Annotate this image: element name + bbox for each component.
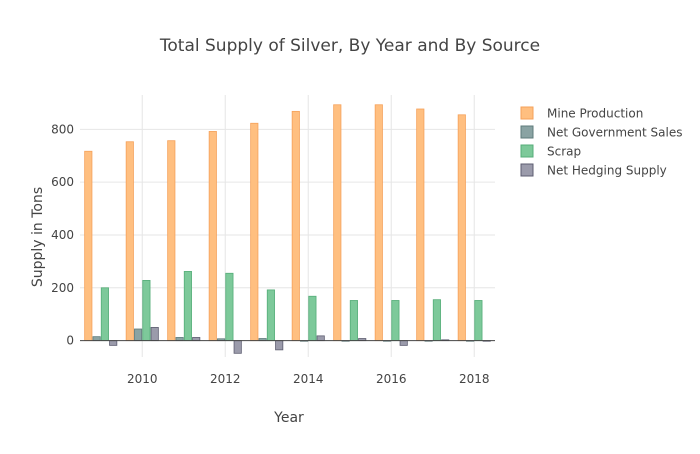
legend: Mine Production Net Government Sales Scrap… [520,106,682,178]
bar-net-hedging-supply[interactable] [275,340,284,351]
bar-scrap[interactable] [266,289,275,342]
bars [84,104,491,354]
legend-swatch[interactable] [520,163,534,177]
legend-label[interactable]: Net Hedging Supply [547,164,667,178]
bar-scrap[interactable] [391,300,400,342]
bar-mine-production[interactable] [333,104,342,342]
bar-scrap[interactable] [142,280,151,342]
bar-mine-production[interactable] [167,140,176,342]
bar-mine-production[interactable] [374,104,383,342]
y-tick-label: 200 [51,281,74,295]
y-tick-label: 800 [51,122,74,136]
bar-scrap[interactable] [183,271,192,342]
bar-net-hedging-supply[interactable] [399,340,408,346]
legend-label[interactable]: Scrap [547,145,581,159]
bar-mine-production[interactable] [125,141,134,342]
bar-mine-production[interactable] [84,150,93,342]
y-tick-label: 400 [51,228,74,242]
x-tick-label: 2012 [210,372,241,386]
bar-net-government-sales[interactable] [92,336,101,342]
x-tick-label: 2016 [376,372,407,386]
x-tick-label: 2018 [459,372,490,386]
bar-net-hedging-supply[interactable] [109,340,118,346]
bar-scrap[interactable] [100,287,109,342]
bar-net-hedging-supply[interactable] [150,327,159,342]
x-axis-title: Year [273,410,304,426]
chart-title: Total Supply of Silver, By Year and By S… [159,36,540,56]
bar-mine-production[interactable] [416,108,425,342]
bar-scrap[interactable] [349,300,358,342]
bar-net-government-sales[interactable] [134,328,143,342]
axes: 0 200 400 600 800 2010 2012 2014 2016 2018 [51,122,495,386]
bar-net-hedging-supply[interactable] [233,340,242,354]
x-tick-label: 2014 [293,372,324,386]
x-tick-label: 2010 [127,372,158,386]
bar-net-hedging-supply[interactable] [316,335,325,342]
y-tick-label: 0 [66,334,74,348]
y-tick-label: 600 [51,175,74,189]
bar-mine-production[interactable] [250,122,259,342]
bar-mine-production[interactable] [457,114,466,342]
bar-mine-production[interactable] [291,110,300,342]
legend-label[interactable]: Mine Production [547,107,643,121]
bar-scrap[interactable] [225,272,234,342]
legend-swatch[interactable] [520,144,534,158]
legend-swatch[interactable] [520,125,534,139]
grid [80,95,495,357]
bar-scrap[interactable] [432,299,441,342]
bar-mine-production[interactable] [208,131,217,342]
bar-scrap[interactable] [474,300,483,342]
legend-swatch[interactable] [520,106,534,120]
bar-scrap[interactable] [308,295,317,342]
legend-label[interactable]: Net Government Sales [547,126,682,140]
y-axis-title: Supply in Tons [30,187,46,287]
